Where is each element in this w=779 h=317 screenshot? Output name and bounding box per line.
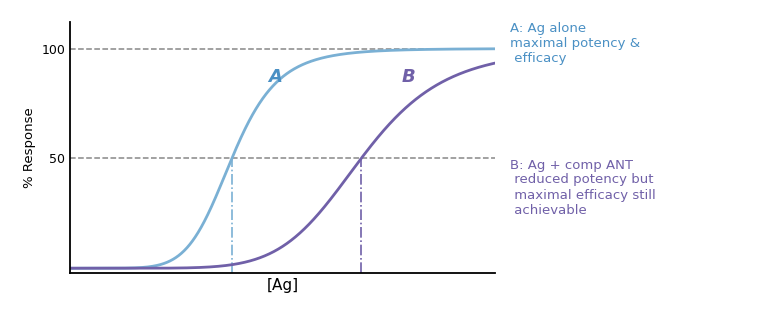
Text: B: B (402, 68, 415, 86)
Text: B: Ag + comp ANT
 reduced potency but
 maximal efficacy still
 achievable: B: Ag + comp ANT reduced potency but max… (510, 158, 656, 217)
Text: A: A (268, 68, 282, 86)
Text: A: Ag alone
maximal potency &
 efficacy: A: Ag alone maximal potency & efficacy (510, 22, 640, 65)
Y-axis label: % Response: % Response (23, 107, 36, 188)
X-axis label: [Ag]: [Ag] (266, 278, 298, 293)
